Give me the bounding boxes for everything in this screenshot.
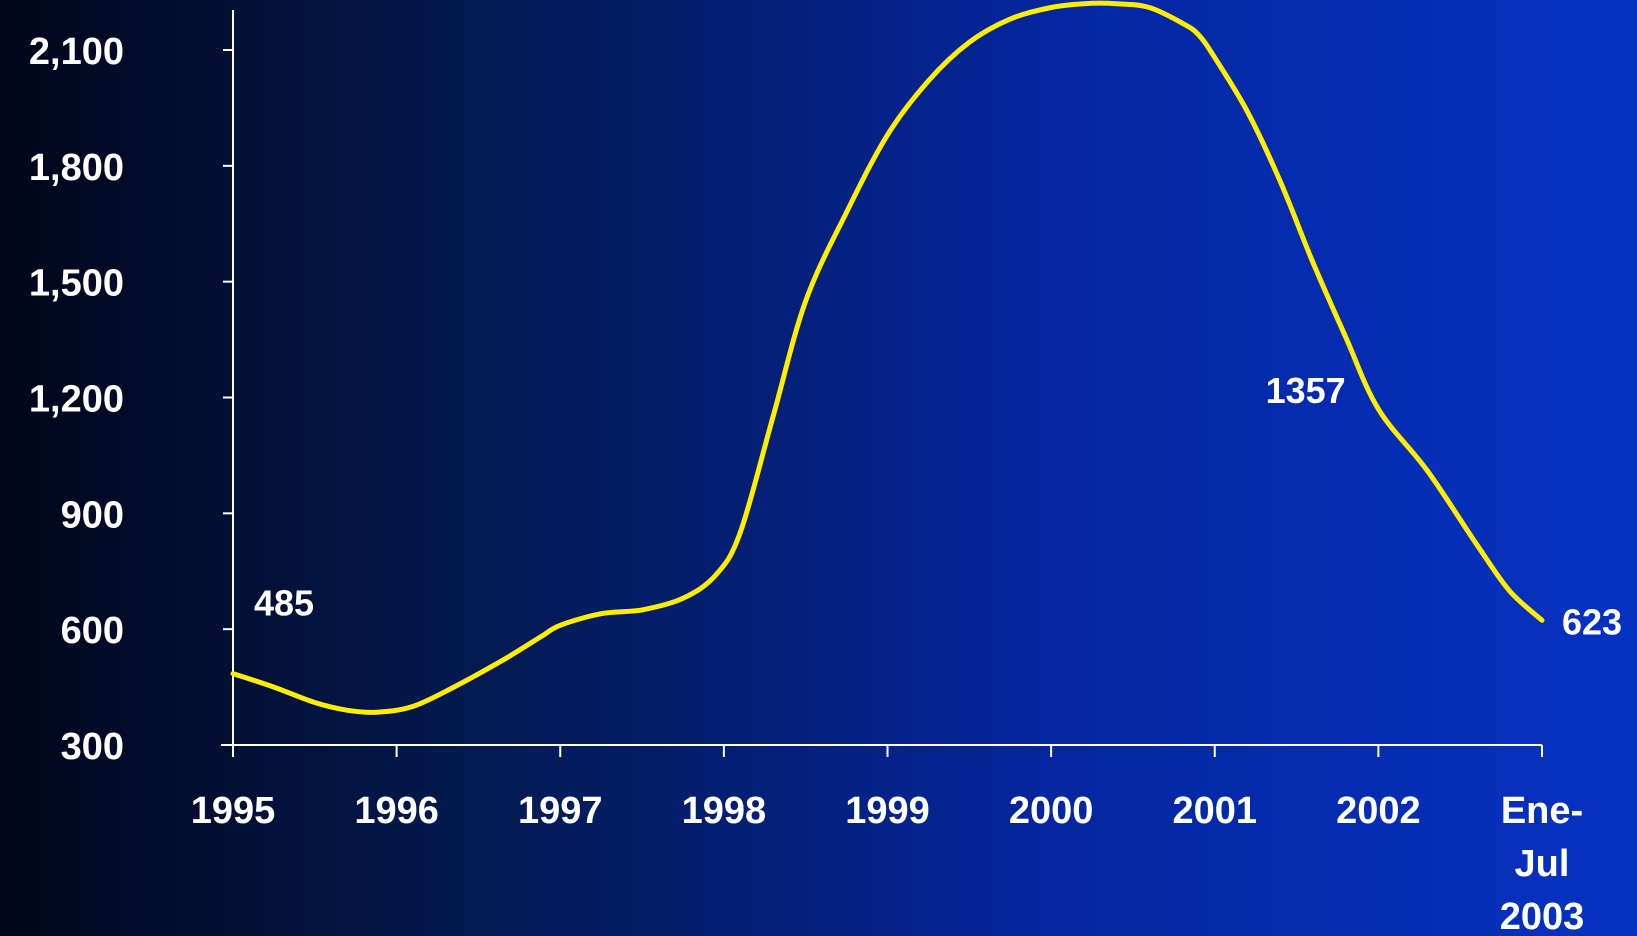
x-tick-label: 2000 [1009, 790, 1094, 832]
y-tick-label: 600 [61, 610, 124, 652]
x-tick-label-line: 2001 [1172, 790, 1257, 832]
x-axis-ticks: 1995 1996 1997 1998 1999 2000 2001 2002 Ene- Jul 2… [191, 745, 1585, 936]
x-tick-label-line: 2003 [1500, 896, 1585, 936]
y-tick-label: 1,500 [29, 263, 124, 305]
axes [221, 10, 1542, 746]
y-axis-ticks: 300 600 900 1,200 1,500 1,800 2,100 [29, 31, 233, 768]
y-tick-label: 1,200 [29, 379, 124, 421]
x-tick-label-line: 2000 [1009, 790, 1094, 832]
x-tick-label-line: 1999 [845, 790, 930, 832]
data-labels: 485 1357 623 [254, 370, 1622, 642]
x-tick-label: Ene- Jul 2003 [1500, 790, 1585, 936]
x-tick-label-line: 1997 [518, 790, 603, 832]
x-tick-label: 1997 [518, 790, 603, 832]
x-tick-label-line: 1998 [682, 790, 767, 832]
x-tick-label: 2002 [1336, 790, 1421, 832]
x-tick-label: 1996 [354, 790, 439, 832]
data-label: 1357 [1266, 370, 1346, 411]
x-tick-label-line: 1996 [354, 790, 439, 832]
y-tick-label: 2,100 [29, 31, 124, 73]
data-label: 485 [254, 583, 314, 624]
x-tick-label: 1995 [191, 790, 276, 832]
series-line [230, 0, 1545, 715]
y-tick-label: 300 [61, 726, 124, 768]
x-tick-label: 1998 [682, 790, 767, 832]
series-group [230, 0, 1545, 715]
x-tick-label: 2001 [1172, 790, 1257, 832]
x-tick-label: 1999 [845, 790, 930, 832]
y-tick-label: 900 [61, 494, 124, 536]
x-tick-label-line: 2002 [1336, 790, 1421, 832]
data-label: 623 [1562, 601, 1622, 642]
x-tick-label-line: Jul [1515, 843, 1570, 885]
x-tick-label-line: 1995 [191, 790, 276, 832]
y-tick-label: 1,800 [29, 147, 124, 189]
x-tick-label-line: Ene- [1501, 790, 1583, 832]
